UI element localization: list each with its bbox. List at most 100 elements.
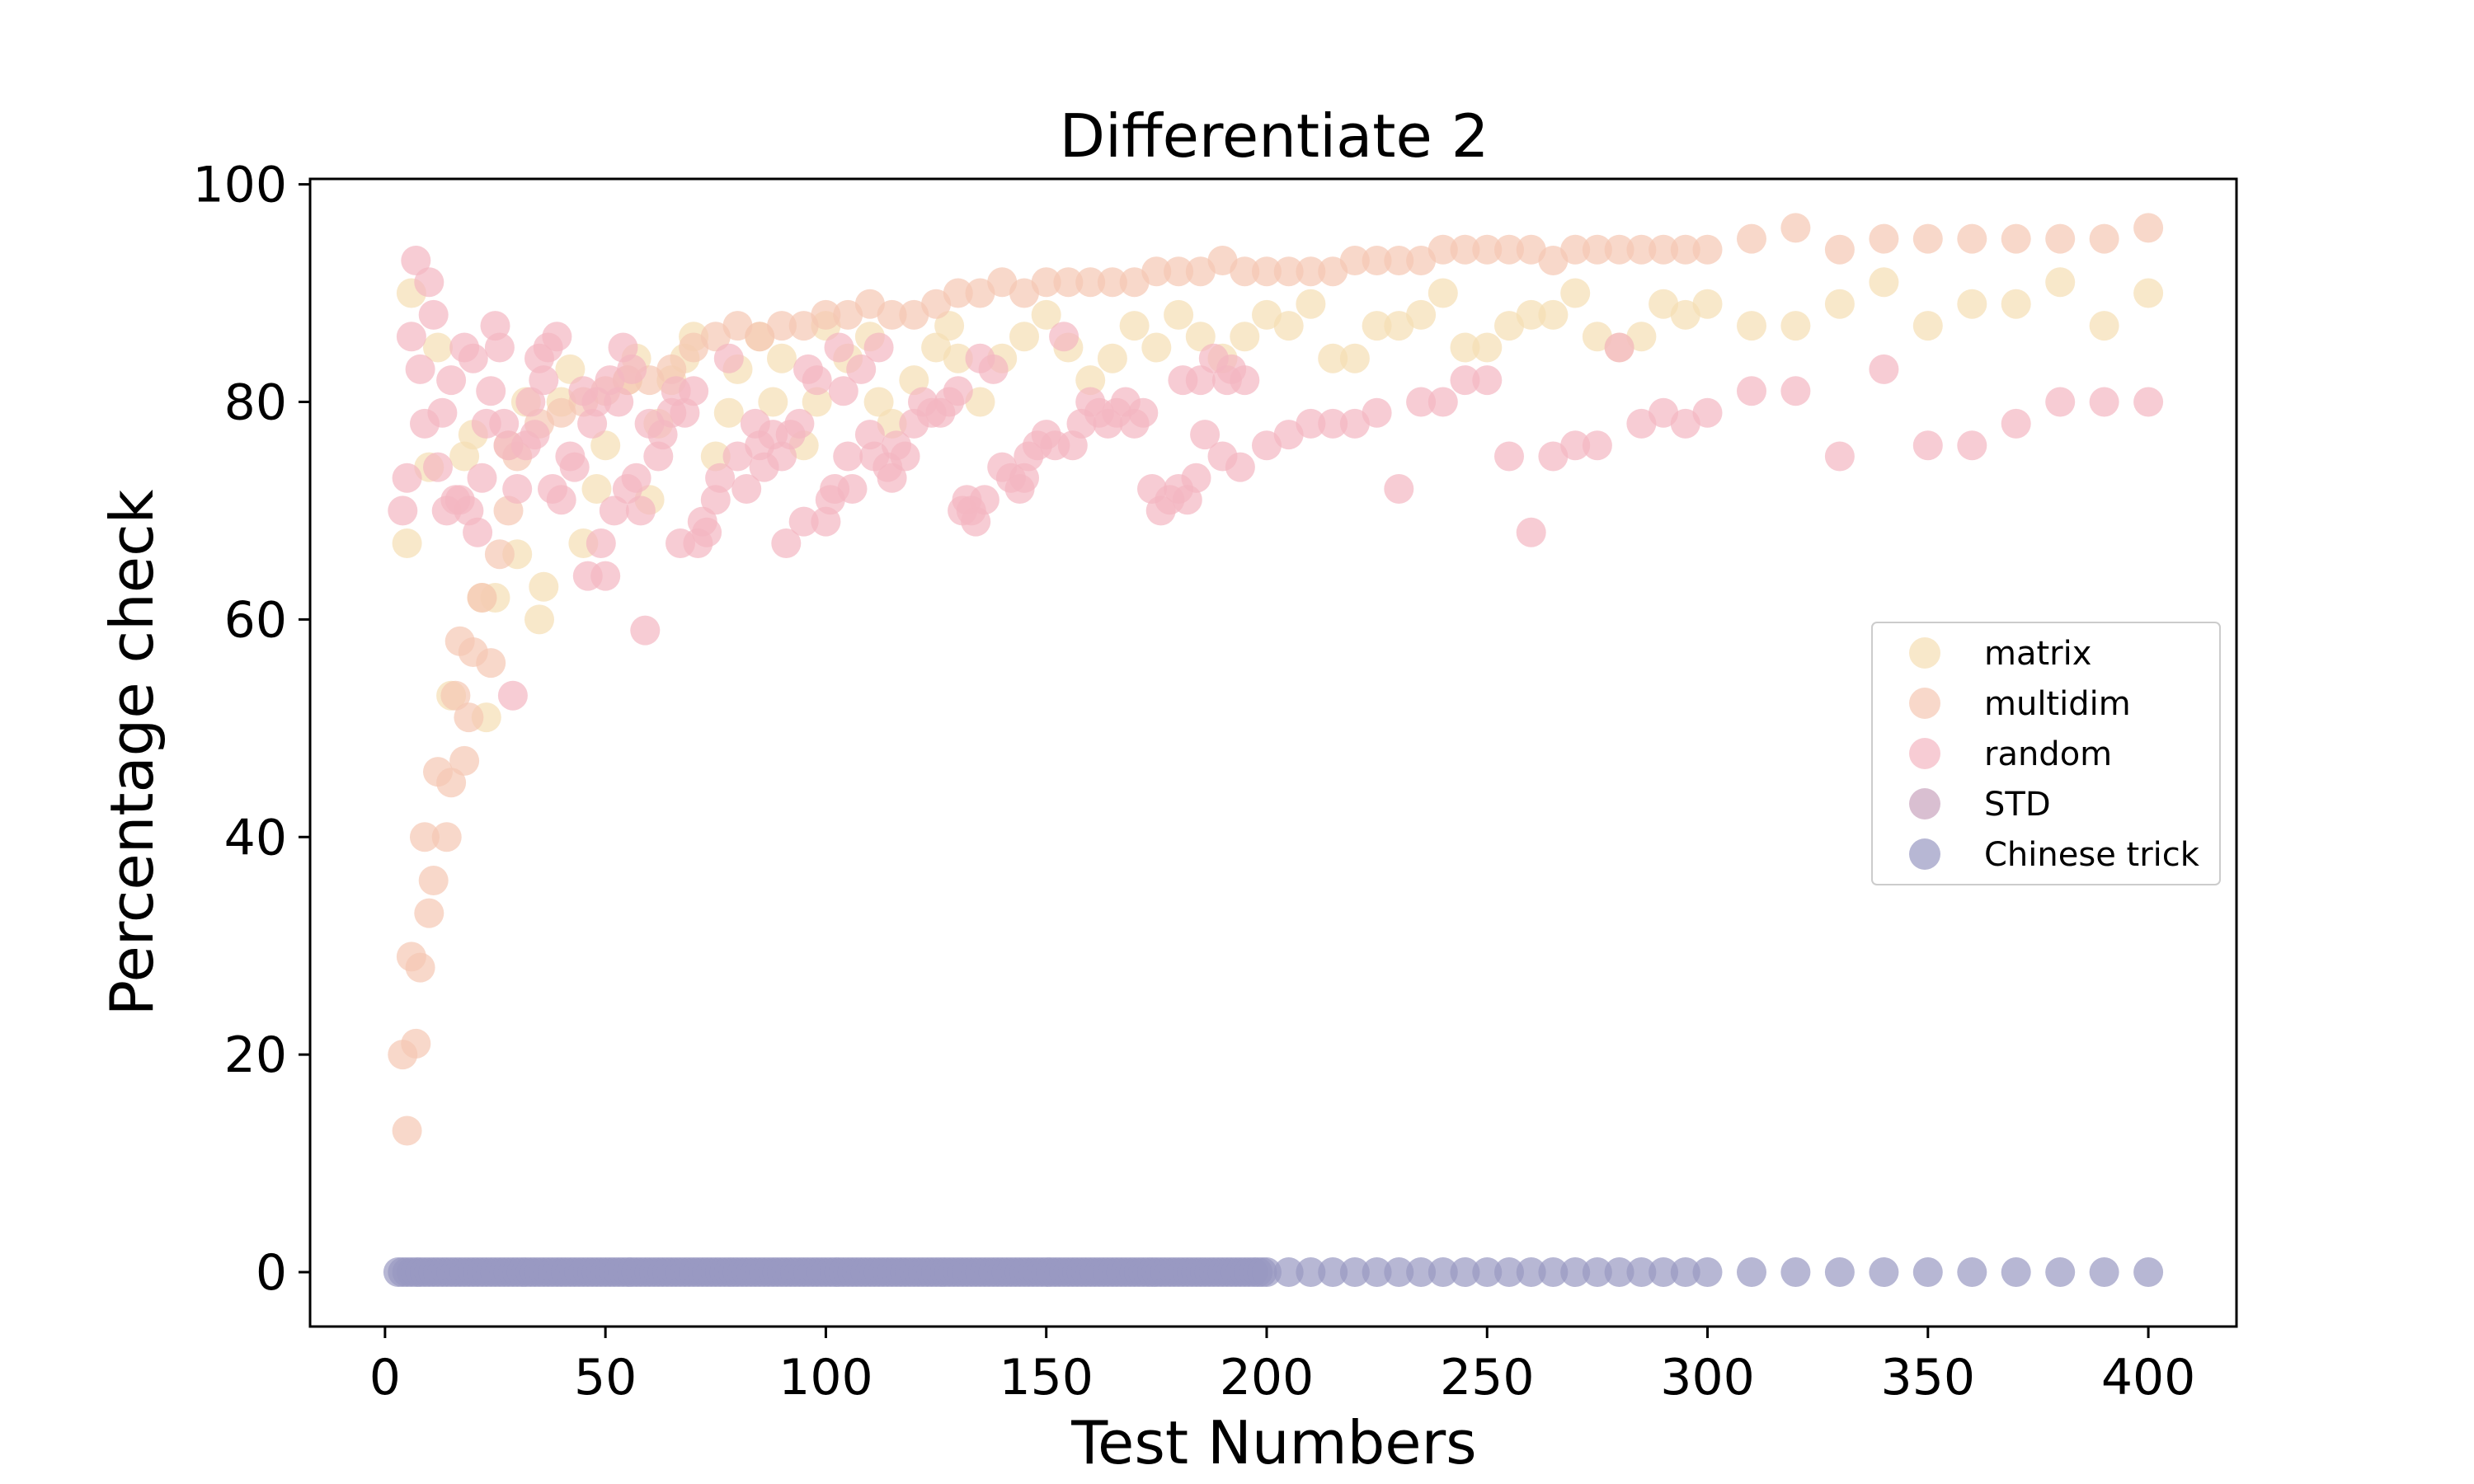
legend-marker-std bbox=[1909, 788, 1940, 819]
data-point-matrix bbox=[767, 343, 797, 373]
data-point-multidim bbox=[449, 745, 480, 776]
data-point-random bbox=[1824, 441, 1855, 472]
data-point-matrix bbox=[1472, 332, 1503, 363]
x-tick-label: 350 bbox=[1881, 1349, 1976, 1407]
data-point-matrix bbox=[2045, 267, 2076, 298]
data-point-random bbox=[1296, 408, 1326, 439]
data-point-random bbox=[731, 474, 762, 504]
data-point-matrix bbox=[1626, 322, 1657, 352]
data-point-matrix bbox=[1296, 289, 1326, 319]
data-point-multidim bbox=[1009, 278, 1039, 308]
data-point-matrix bbox=[758, 387, 788, 417]
data-point-matrix bbox=[392, 528, 422, 558]
data-point-matrix bbox=[2089, 311, 2119, 341]
data-point-multidim bbox=[1119, 267, 1150, 298]
legend: matrix multidim random STD Chinese trick bbox=[1871, 622, 2221, 885]
data-point-random bbox=[1560, 430, 1591, 461]
data-point-random bbox=[943, 376, 973, 406]
data-point-matrix bbox=[1692, 289, 1723, 319]
data-point-random bbox=[824, 332, 854, 363]
data-point-matrix bbox=[1031, 299, 1061, 330]
data-point-multidim bbox=[454, 702, 484, 733]
data-point-random bbox=[722, 441, 753, 472]
data-point-random bbox=[1190, 420, 1221, 450]
plot-frame bbox=[308, 177, 2238, 1328]
data-point-multidim bbox=[1406, 246, 1437, 275]
data-point-chinese-trick bbox=[1516, 1257, 1546, 1287]
data-point-matrix bbox=[524, 604, 554, 635]
data-point-random bbox=[771, 528, 802, 558]
data-point-chinese-trick bbox=[2001, 1257, 2031, 1287]
data-point-multidim bbox=[1737, 223, 1766, 254]
data-point-chinese-trick bbox=[2045, 1257, 2076, 1287]
data-point-random bbox=[414, 267, 444, 298]
x-axis: 0 50 100 150 200 250 300 350 400 bbox=[369, 1327, 2195, 1407]
data-point-random bbox=[418, 299, 449, 330]
data-point-multidim bbox=[1075, 267, 1106, 298]
data-point-random bbox=[1450, 365, 1480, 396]
data-point-random bbox=[401, 246, 431, 275]
x-tick-label: 200 bbox=[1220, 1349, 1315, 1407]
data-point-matrix bbox=[1780, 311, 1811, 341]
data-point-multidim bbox=[1692, 234, 1723, 265]
data-point-random bbox=[1869, 354, 1899, 384]
data-point-random bbox=[1957, 430, 1987, 461]
data-point-random bbox=[388, 495, 418, 526]
legend-label: multidim bbox=[1984, 685, 2131, 723]
data-point-matrix bbox=[965, 387, 995, 417]
data-point-multidim bbox=[1230, 256, 1260, 287]
data-point-multidim bbox=[700, 322, 731, 352]
x-tick-label: 100 bbox=[778, 1349, 873, 1407]
data-point-multidim bbox=[987, 267, 1018, 298]
data-point-random bbox=[497, 680, 528, 711]
data-point-random bbox=[599, 495, 629, 526]
data-point-random bbox=[463, 517, 493, 547]
data-point-multidim bbox=[767, 311, 797, 341]
y-tick-label: 60 bbox=[224, 591, 287, 649]
data-point-chinese-trick bbox=[1670, 1257, 1700, 1287]
data-point-chinese-trick bbox=[1273, 1257, 1304, 1287]
data-point-chinese-trick bbox=[1427, 1257, 1458, 1287]
data-point-chinese-trick bbox=[1406, 1257, 1437, 1287]
data-point-random bbox=[529, 365, 559, 396]
data-point-chinese-trick bbox=[1450, 1257, 1480, 1287]
data-point-random bbox=[542, 322, 572, 352]
data-point-random bbox=[1427, 387, 1458, 417]
data-point-multidim bbox=[1516, 234, 1546, 265]
data-point-multidim bbox=[2001, 223, 2031, 254]
data-point-random bbox=[1273, 420, 1304, 450]
data-point-chinese-trick bbox=[1318, 1257, 1348, 1287]
data-point-matrix bbox=[590, 430, 621, 461]
data-point-random bbox=[423, 452, 453, 482]
data-point-random bbox=[405, 354, 435, 384]
data-point-matrix bbox=[1560, 278, 1591, 308]
y-tick-label: 40 bbox=[224, 809, 287, 866]
data-point-multidim bbox=[1427, 234, 1458, 265]
data-point-matrix bbox=[1273, 311, 1304, 341]
data-point-chinese-trick bbox=[1339, 1257, 1370, 1287]
data-point-random bbox=[427, 397, 458, 428]
legend-label: STD bbox=[1984, 786, 2051, 824]
data-point-random bbox=[2133, 387, 2164, 417]
data-point-random bbox=[863, 332, 894, 363]
legend-marker-matrix bbox=[1909, 637, 1940, 669]
data-point-matrix bbox=[1009, 322, 1039, 352]
data-point-random bbox=[713, 343, 744, 373]
data-point-random bbox=[802, 365, 832, 396]
data-point-multidim bbox=[414, 898, 444, 928]
data-point-random bbox=[1626, 408, 1657, 439]
data-point-multidim bbox=[476, 648, 506, 679]
data-point-random bbox=[705, 463, 736, 493]
data-point-matrix bbox=[1406, 299, 1437, 330]
data-point-chinese-trick bbox=[1560, 1257, 1591, 1287]
data-point-random bbox=[1185, 365, 1216, 396]
data-point-random bbox=[1737, 376, 1766, 406]
data-point-random bbox=[392, 463, 422, 493]
data-point-random bbox=[1582, 430, 1612, 461]
data-point-random bbox=[1230, 365, 1260, 396]
data-point-multidim bbox=[1869, 223, 1899, 254]
data-point-random bbox=[581, 387, 612, 417]
x-tick-label: 300 bbox=[1660, 1349, 1755, 1407]
data-point-chinese-trick bbox=[1649, 1257, 1679, 1287]
